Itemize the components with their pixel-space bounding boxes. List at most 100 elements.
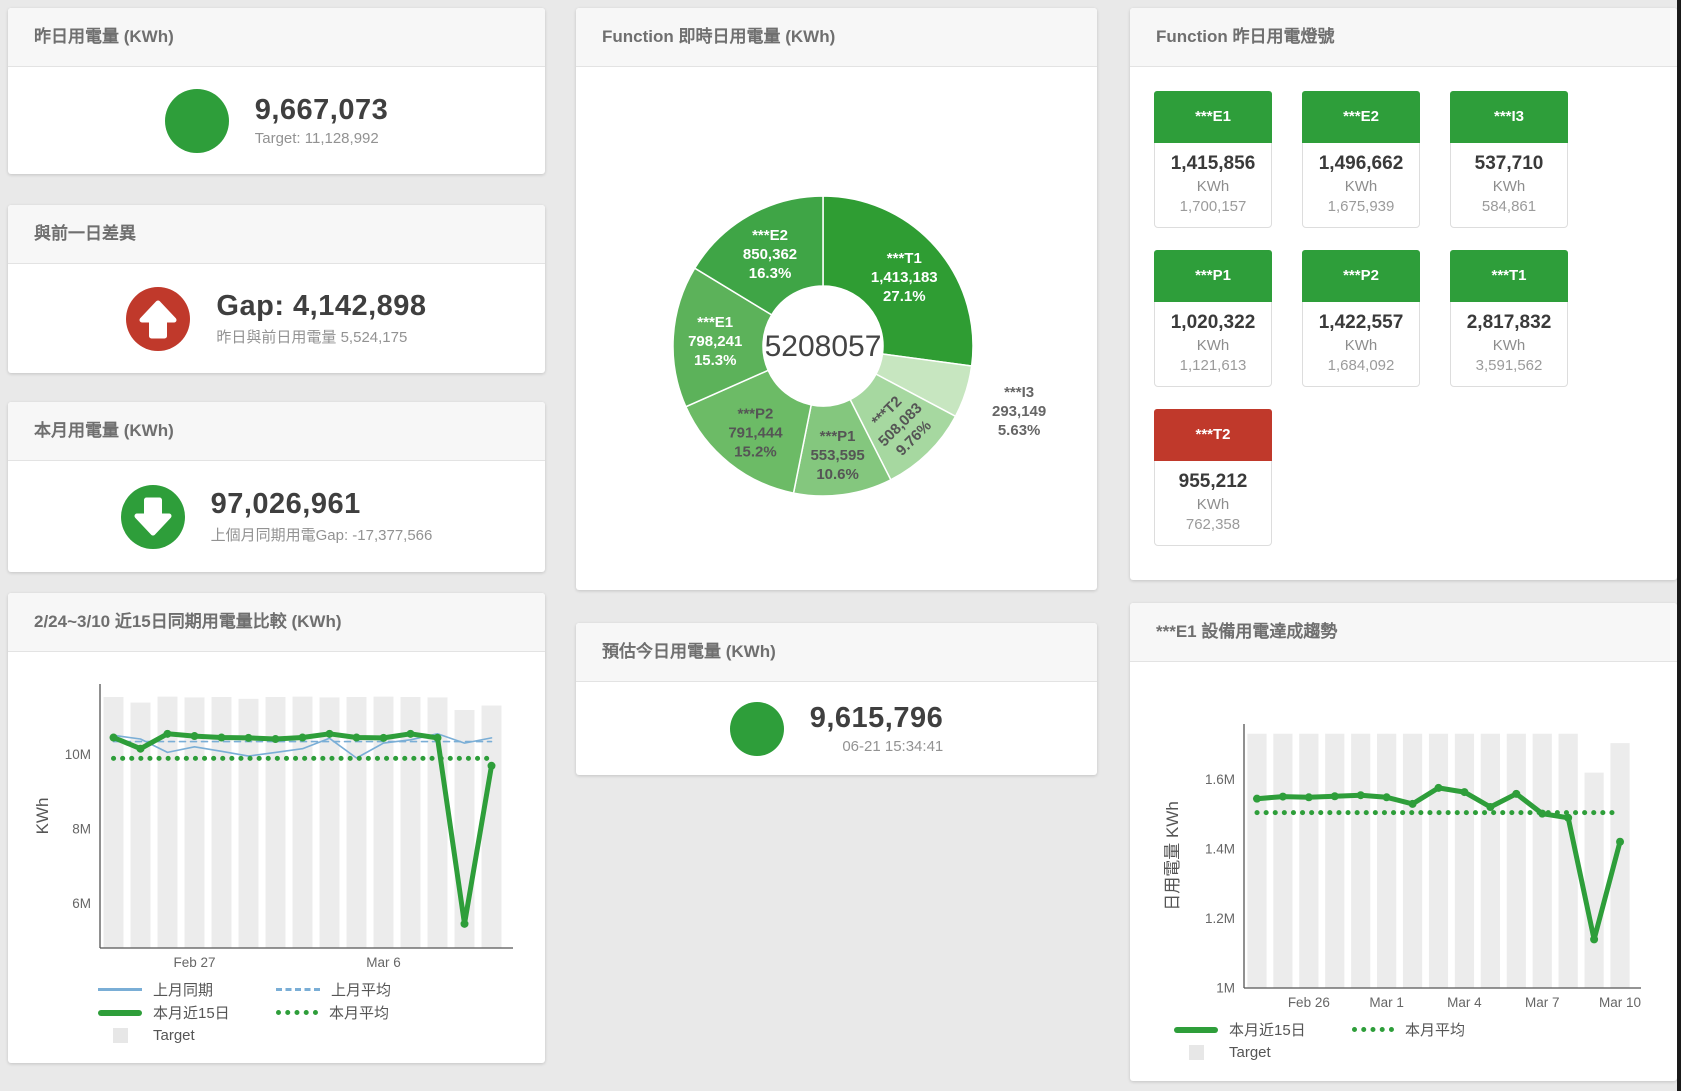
device-tile-value: 1,020,322 (1170, 312, 1256, 333)
x-tick-label: Mar 7 (1525, 995, 1560, 1010)
device-tile: ***E1 1,415,856 KWh 1,700,157 (1154, 91, 1272, 228)
x-tick-label: Mar 4 (1447, 995, 1482, 1010)
device-tile: ***P2 1,422,557 KWh 1,684,092 (1302, 250, 1420, 387)
device-tile-secondary-value: 3,591,562 (1475, 357, 1543, 374)
trend-legend: 本月近15日 本月平均 Target (1174, 1018, 1677, 1064)
pie-center-value: 5208057 (765, 330, 882, 363)
target-bar (1273, 733, 1293, 988)
stat-text: 9,615,796 06-21 15:34:41 (810, 702, 944, 755)
legend-row: 本月近15日 本月平均 (1174, 1018, 1677, 1041)
series-point (244, 733, 253, 742)
status-circle-icon (729, 701, 784, 756)
series-point (433, 733, 442, 742)
series-point (487, 761, 496, 770)
stat-subtitle: Target: 11,128,992 (254, 130, 379, 147)
device-tiles: ***E1 1,415,856 KWh 1,700,157 ***E2 1,496,662… (1130, 67, 1677, 546)
stat-subtitle: 昨日與前日用電量 5,524,175 (216, 329, 408, 346)
series-point (1356, 791, 1365, 800)
legend-label: 本月近15日 (1229, 1022, 1306, 1039)
target-bar (1480, 733, 1500, 988)
legend-label: 本月近15日 (153, 1005, 230, 1022)
series-point (1304, 793, 1313, 802)
legend-swatch-square-icon (1189, 1045, 1204, 1060)
stat-subtitle: 上個月同期用電Gap: -17,377,566 (210, 527, 433, 544)
legend-item: 本月近15日 (98, 1002, 276, 1023)
series-point (1538, 809, 1547, 818)
y-axis-title: 日用電量 KWh (1163, 801, 1182, 911)
legend-swatch-thick-icon (98, 1009, 142, 1016)
legend-label: 上月平均 (331, 982, 392, 999)
e1-trend-line-chart: 1M 1.2M 1.4M 1.6M Feb 26 Mar 1 Mar 4 Mar 7 Mar 1… (1163, 724, 1641, 1010)
series-point (1590, 935, 1599, 944)
y-tick-label: 1.6M (1205, 772, 1235, 787)
target-bar (211, 697, 232, 948)
device-tile-value: 1,496,662 (1318, 153, 1404, 174)
device-tile-status-header: ***P1 (1154, 250, 1272, 302)
compare-legend: 上月同期 上月平均本月近15日 本月平均 Target (98, 978, 545, 1047)
legend-swatch-dashed-icon (276, 988, 320, 991)
device-tile-unit: KWh (1196, 337, 1230, 354)
panel-realtime-donut: Function 即時日用電量 (KWh) ***T1 1,413,183 27.1… (576, 8, 1097, 590)
screen-edge-bar (1677, 0, 1681, 1091)
series-point (460, 919, 469, 928)
pie-slice-label: ***E1 798,241 15.3% (688, 314, 742, 369)
legend-label: 上月同期 (153, 982, 214, 999)
device-tile-secondary-value: 762,358 (1185, 516, 1241, 533)
series-point (1278, 792, 1287, 801)
panel-status-lights: Function 昨日用電燈號 ***E1 1,415,856 KWh 1,700,1… (1130, 8, 1677, 580)
pie-slice (684, 369, 813, 494)
status-circle-icon (164, 88, 229, 153)
pie-slice (822, 195, 974, 367)
device-tile-value: 537,710 (1474, 153, 1544, 174)
arrow-up-icon (126, 286, 191, 351)
target-bar (1377, 733, 1397, 988)
panel-title: 昨日用電量 (KWh) (8, 8, 545, 67)
pie-slice-label: ***T1 1,413,183 27.1% (871, 250, 938, 305)
series-point (1434, 783, 1443, 792)
panel-day-gap: 與前一日差異 Gap: 4,142,898 昨日與前日用電量 5,524,175 (8, 205, 545, 373)
target-bar (1532, 733, 1552, 988)
pie-slice (672, 267, 773, 408)
panel-title: 預估今日用電量 (KWh) (576, 623, 1097, 682)
x-tick-label: Mar 1 (1369, 995, 1404, 1010)
series-point (190, 732, 199, 741)
panel-title: ***E1 設備用電達成趨勢 (1130, 603, 1677, 662)
series-point (1616, 837, 1625, 846)
target-bar (265, 697, 286, 948)
device-tile: ***P1 1,020,322 KWh 1,121,613 (1154, 250, 1272, 387)
panel-month-usage: 本月用電量 (KWh) 97,026,961 上個月同期用電Gap: -17,3… (8, 402, 545, 572)
target-bar (1454, 733, 1475, 988)
device-tile-unit: KWh (1196, 496, 1230, 513)
arrow-down-icon (120, 484, 185, 549)
y-tick-label: 1.4M (1205, 842, 1235, 857)
target-bar (1428, 733, 1449, 988)
stat-text: 9,667,073 Target: 11,128,992 (255, 94, 389, 147)
target-bar (238, 698, 259, 948)
series-point (1252, 794, 1261, 803)
y-tick-label: 8M (72, 822, 91, 837)
legend-row: Target (98, 1024, 545, 1047)
series-point (379, 733, 388, 742)
legend-item: 本月平均 (1352, 1019, 1530, 1040)
device-tile-secondary-value: 584,861 (1481, 198, 1537, 215)
series-point (136, 744, 145, 753)
panel-title: 與前一日差異 (8, 205, 545, 264)
pie-slice-label: ***P1 553,595 10.6% (810, 428, 864, 483)
target-bar (157, 696, 178, 948)
series-point (1564, 813, 1573, 822)
target-bar (130, 702, 151, 948)
stat-text: 97,026,961 上個月同期用電Gap: -17,377,566 (211, 488, 433, 545)
device-tile-status-header: ***I3 (1450, 91, 1568, 143)
target-bar (1610, 743, 1630, 988)
legend-item: Target (1174, 1044, 1352, 1061)
compare-line-chart: 6M 8M 10M Feb 27 Mar 6 KWh (33, 684, 513, 970)
y-axis-title: KWh (33, 798, 52, 835)
device-tile-status-header: ***T2 (1154, 409, 1272, 461)
legend-label: 本月平均 (329, 1005, 390, 1022)
panel-title: Function 昨日用電燈號 (1130, 8, 1677, 67)
series-point (352, 733, 361, 742)
device-tile-value: 955,212 (1178, 471, 1248, 492)
function-usage-donut-chart: ***T1 1,413,183 27.1%***I3 293,149 5.63%***T… (672, 195, 1046, 497)
series-point (163, 729, 172, 738)
